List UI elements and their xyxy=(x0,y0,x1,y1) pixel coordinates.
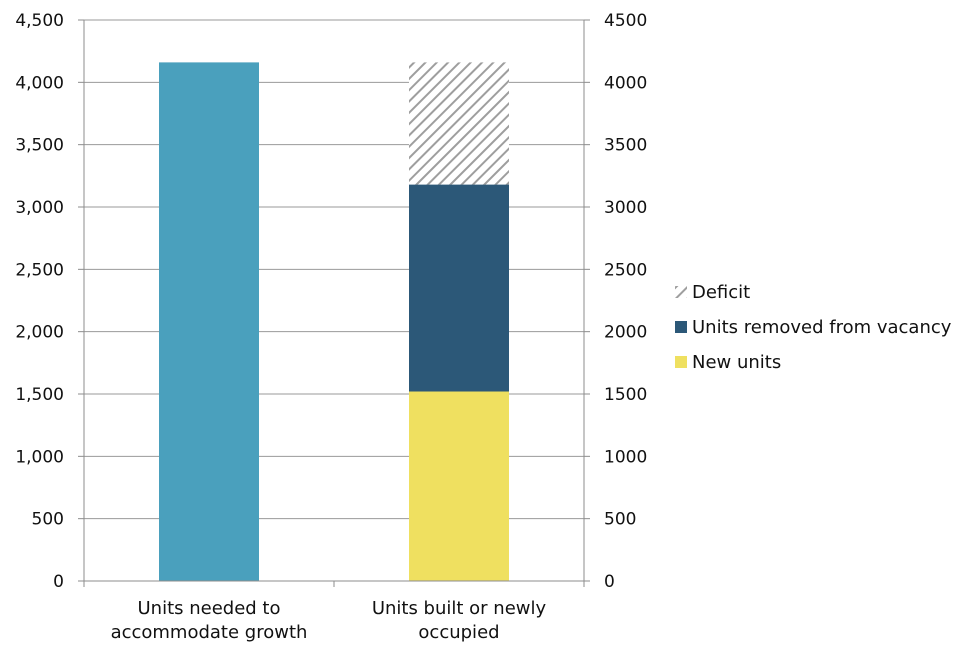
left-tick-label: 1,000 xyxy=(15,447,64,467)
right-tick-label: 2500 xyxy=(604,260,647,280)
category-label: occupied xyxy=(418,622,499,643)
left-tick-label: 2,500 xyxy=(15,260,64,280)
right-tick-label: 0 xyxy=(604,572,615,592)
left-tick-label: 3,500 xyxy=(15,136,64,156)
category-label: Units built or newly xyxy=(372,598,547,619)
left-tick-label: 0 xyxy=(53,572,64,592)
legend-label: Deficit xyxy=(692,282,750,303)
right-tick-label: 1500 xyxy=(604,385,647,405)
category-labels: Units needed to accommodate growth Units b… xyxy=(111,598,547,643)
left-tick-label: 4,500 xyxy=(15,11,64,31)
legend-label: New units xyxy=(692,352,781,373)
category-label: Units needed to xyxy=(137,598,280,619)
left-tick-label: 4,000 xyxy=(15,73,64,93)
legend-swatch xyxy=(675,356,687,368)
bar-segment xyxy=(409,62,509,185)
bars xyxy=(159,62,509,582)
left-tick-label: 500 xyxy=(32,510,64,530)
right-tick-label: 500 xyxy=(604,510,636,530)
right-tick-label: 4500 xyxy=(604,11,647,31)
bar-segment xyxy=(409,391,509,581)
left-tick-label: 2,000 xyxy=(15,323,64,343)
left-axis-ticks: 0 500 1,000 1,500 2,000 2,500 3,000 3,500 4,000 4… xyxy=(15,11,64,592)
left-tick-label: 3,000 xyxy=(15,198,64,218)
legend-label: Units removed from vacancy xyxy=(692,317,952,338)
right-axis-ticks: 0 500 1000 1500 2000 2500 3000 3500 4000 4500 xyxy=(604,11,647,592)
legend-swatch xyxy=(675,321,687,333)
right-tick-label: 2000 xyxy=(604,323,647,343)
bar-segment xyxy=(159,62,259,582)
right-tick-label: 3000 xyxy=(604,198,647,218)
left-tick-label: 1,500 xyxy=(15,385,64,405)
legend-swatch xyxy=(675,286,687,298)
axes xyxy=(78,19,590,587)
right-tick-label: 1000 xyxy=(604,447,647,467)
right-tick-label: 4000 xyxy=(604,73,647,93)
bar-segment xyxy=(409,184,509,392)
legend: Deficit Units removed from vacancy New uni… xyxy=(675,282,952,373)
right-tick-label: 3500 xyxy=(604,136,647,156)
category-label: accommodate growth xyxy=(111,622,308,643)
